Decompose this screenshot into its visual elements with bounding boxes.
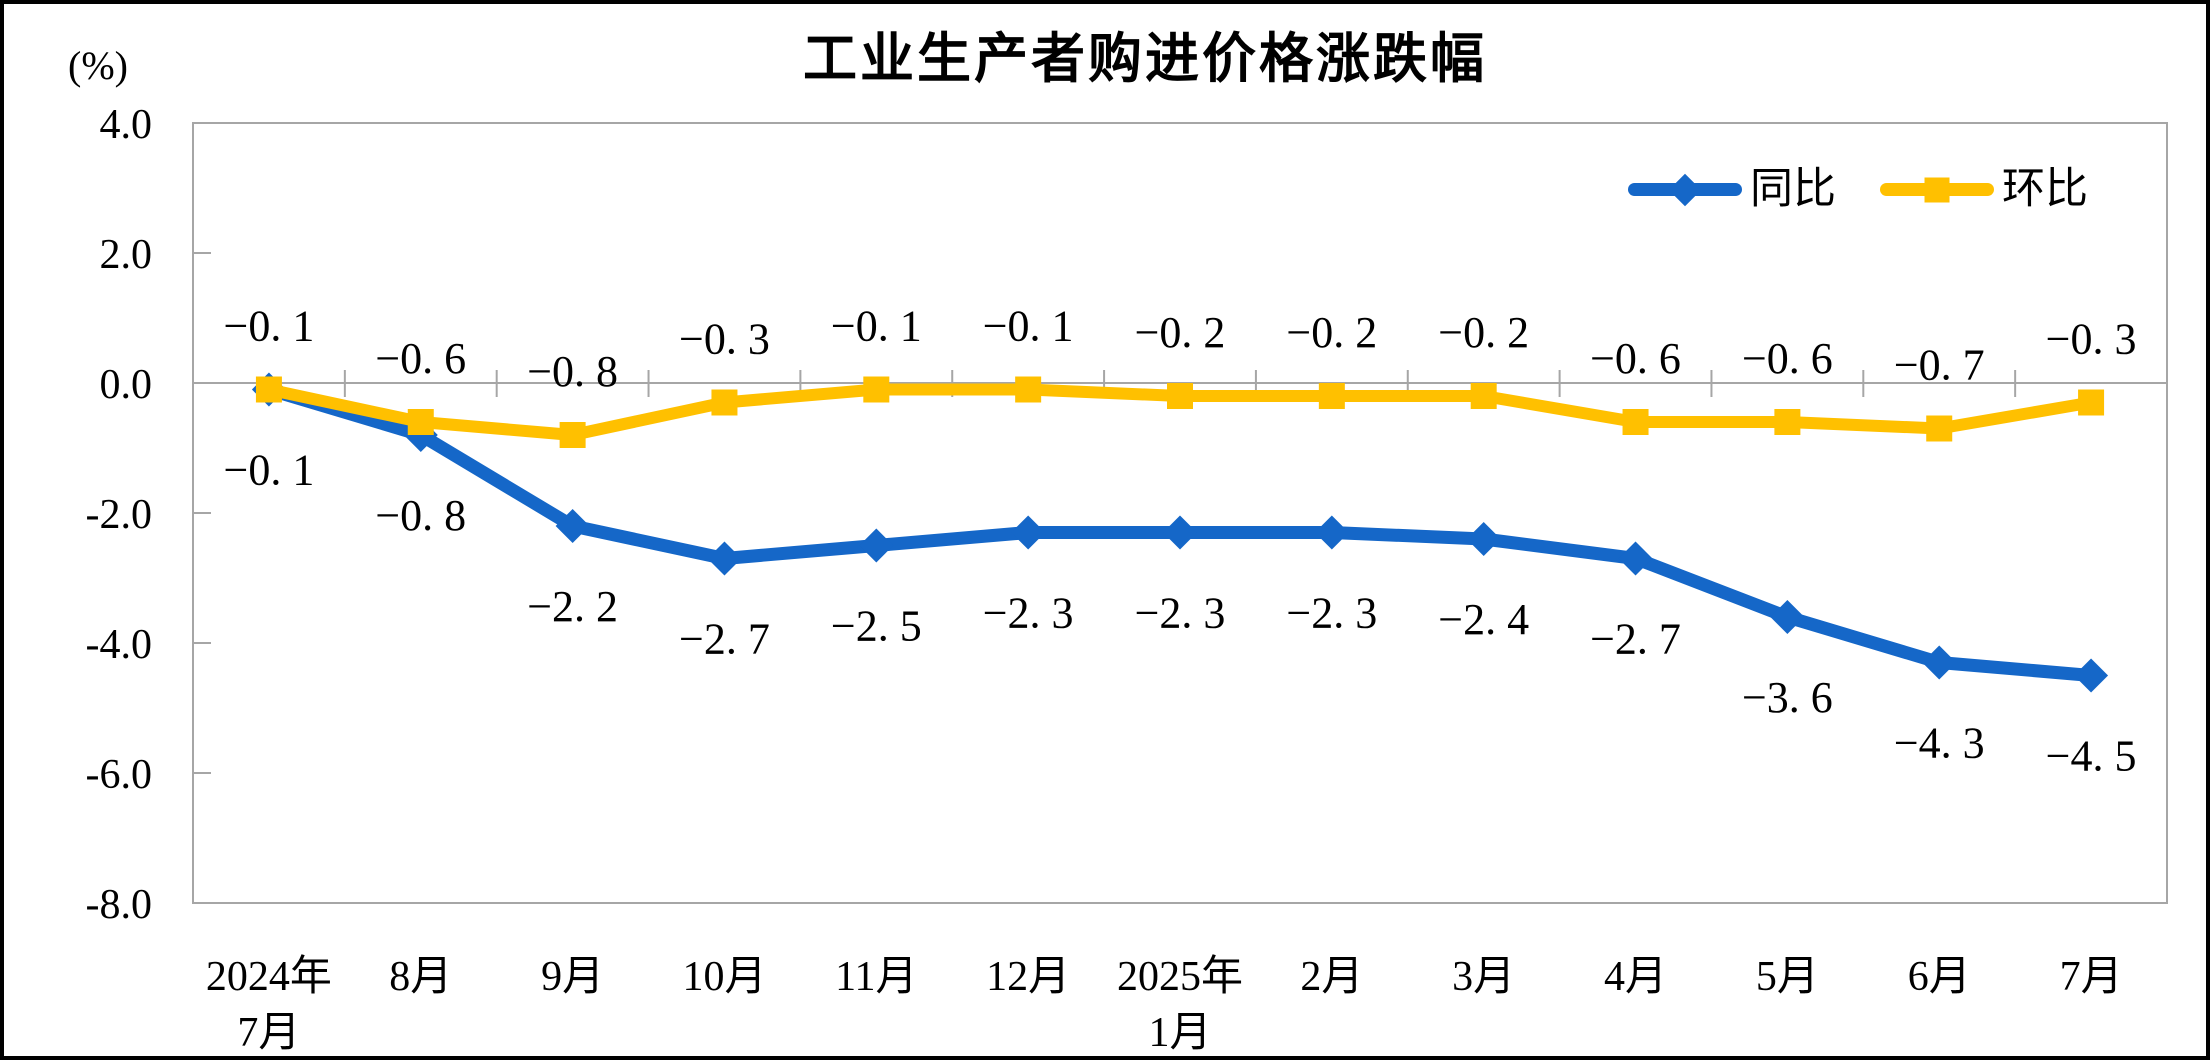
y-axis-label: -4.0 bbox=[86, 622, 153, 668]
data-label: −0. 6 bbox=[1590, 334, 1681, 383]
x-axis-label: 11月 bbox=[835, 954, 917, 1000]
square-marker-icon bbox=[1926, 415, 1953, 442]
chart-title: 工业生产者购进价格涨跌幅 bbox=[803, 29, 1487, 89]
data-label: −0. 2 bbox=[1286, 308, 1377, 357]
diamond-marker-icon bbox=[1770, 600, 1805, 634]
y-axis-label: -8.0 bbox=[86, 882, 153, 928]
data-label: −0. 2 bbox=[1135, 308, 1226, 357]
x-axis-label: 2024年 bbox=[206, 953, 332, 1000]
y-axis-label: 0.0 bbox=[100, 362, 153, 408]
data-label: −0. 2 bbox=[1438, 308, 1529, 357]
data-label: −2. 7 bbox=[679, 615, 770, 664]
data-label: −2. 7 bbox=[1590, 615, 1681, 664]
data-label: −2. 3 bbox=[1135, 589, 1226, 638]
x-axis-label: 5月 bbox=[1756, 954, 1819, 1000]
square-marker-icon bbox=[1015, 376, 1042, 403]
data-label: −0. 6 bbox=[375, 334, 466, 383]
x-axis-label-line2: 1月 bbox=[1148, 1010, 1211, 1056]
plot-border bbox=[192, 122, 2168, 904]
legend-label: 环比 bbox=[2002, 166, 2088, 213]
square-marker-icon bbox=[559, 422, 586, 448]
diamond-marker-icon bbox=[707, 541, 742, 576]
y-axis-label: 2.0 bbox=[100, 232, 153, 278]
data-label: −4. 3 bbox=[1894, 719, 1985, 768]
legend-label: 同比 bbox=[1750, 166, 1836, 213]
diamond-marker-icon bbox=[859, 528, 894, 563]
square-marker-icon bbox=[711, 389, 738, 416]
data-label: −0. 1 bbox=[983, 302, 1074, 351]
x-axis-label: 2月 bbox=[1300, 954, 1363, 1000]
square-marker-icon bbox=[1774, 409, 1801, 435]
x-axis-label: 3月 bbox=[1452, 954, 1515, 1000]
diamond-marker-icon bbox=[555, 509, 590, 543]
data-label: −0. 8 bbox=[375, 491, 466, 540]
data-label: −0. 3 bbox=[679, 315, 770, 364]
y-unit-label: (%) bbox=[68, 43, 128, 88]
diamond-marker-icon bbox=[2074, 658, 2109, 693]
data-label: −0. 1 bbox=[831, 302, 922, 351]
x-axis-label: 10月 bbox=[682, 954, 766, 1000]
legend-line-sample bbox=[1628, 173, 1742, 206]
x-axis-label: 9月 bbox=[541, 954, 604, 1000]
y-axis-label: 4.0 bbox=[100, 102, 153, 148]
data-label: −2. 5 bbox=[831, 602, 922, 651]
x-axis-label: 2025年 bbox=[1117, 953, 1243, 1000]
square-marker-icon bbox=[1318, 383, 1345, 409]
y-axis-label: -2.0 bbox=[86, 492, 153, 538]
data-label: −0. 8 bbox=[527, 347, 618, 396]
data-label: −2. 3 bbox=[1286, 589, 1377, 638]
legend-item-tongbi: 同比 bbox=[1628, 168, 1836, 211]
diamond-marker-icon bbox=[1922, 645, 1957, 680]
y-axis-label: -6.0 bbox=[86, 752, 153, 798]
diamond-marker-icon bbox=[1314, 515, 1349, 550]
x-axis-label: 6月 bbox=[1908, 954, 1971, 1000]
diamond-marker-icon bbox=[1011, 515, 1046, 550]
square-marker-icon bbox=[1622, 409, 1649, 435]
square-marker-icon bbox=[1470, 383, 1497, 409]
diamond-marker-icon bbox=[1618, 541, 1653, 576]
square-marker-icon bbox=[863, 376, 890, 403]
x-axis-label-line2: 7月 bbox=[237, 1010, 300, 1056]
x-axis-label: 4月 bbox=[1604, 954, 1667, 1000]
diamond-marker-icon bbox=[1668, 173, 1702, 206]
x-axis-label: 7月 bbox=[2060, 954, 2123, 1000]
data-label: −0. 7 bbox=[1894, 341, 1985, 390]
data-label: −2. 2 bbox=[527, 582, 618, 631]
data-label: −0. 1 bbox=[224, 446, 315, 495]
data-label: −2. 3 bbox=[983, 589, 1074, 638]
data-label: −2. 4 bbox=[1438, 595, 1529, 644]
legend: 同比 环比 bbox=[1628, 168, 2088, 211]
data-label: −0. 6 bbox=[1742, 334, 1833, 383]
data-label: −0. 3 bbox=[2046, 315, 2137, 364]
data-label: −4. 5 bbox=[2046, 732, 2137, 781]
square-marker-icon bbox=[1924, 177, 1950, 202]
square-marker-icon bbox=[407, 409, 434, 435]
x-axis-label: 12月 bbox=[986, 954, 1070, 1000]
diamond-marker-icon bbox=[1163, 515, 1197, 550]
diamond-marker-icon bbox=[1466, 522, 1501, 556]
square-marker-icon bbox=[2078, 389, 2105, 416]
square-marker-icon bbox=[1167, 383, 1193, 409]
legend-line-sample bbox=[1880, 177, 1994, 202]
square-marker-icon bbox=[255, 376, 282, 403]
data-label: −3. 6 bbox=[1742, 673, 1833, 722]
legend-item-huanbi: 环比 bbox=[1880, 168, 2088, 211]
data-label: −0. 1 bbox=[224, 302, 315, 351]
x-axis-label: 8月 bbox=[389, 954, 452, 1000]
